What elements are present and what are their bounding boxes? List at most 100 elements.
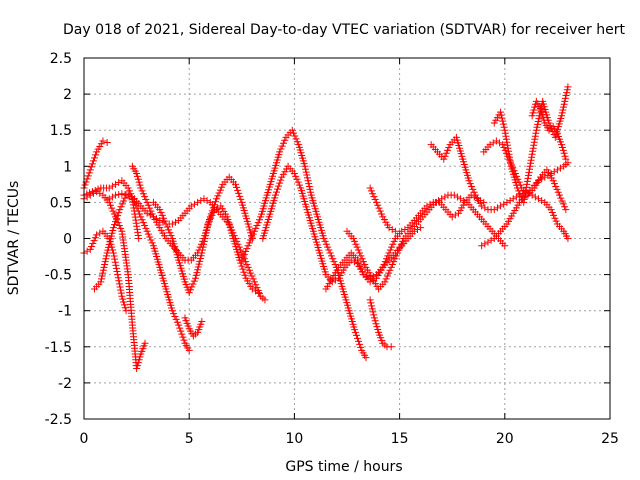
data-point (531, 193, 539, 201)
data-point (552, 217, 560, 225)
data-point (239, 253, 247, 261)
data-point (105, 195, 113, 203)
data-point (521, 189, 529, 197)
data-point (530, 141, 538, 149)
data-point (247, 236, 255, 244)
data-point (142, 224, 150, 232)
data-point (547, 206, 555, 214)
data-point (385, 224, 393, 232)
data-point (558, 197, 566, 205)
data-point (172, 218, 180, 226)
data-point (466, 180, 474, 188)
data-point (325, 246, 333, 254)
data-point (171, 312, 179, 320)
data-point (135, 178, 143, 186)
data-point (357, 265, 365, 273)
data-point (185, 346, 193, 354)
data-point (503, 141, 511, 149)
series-sat-track-05 (91, 191, 143, 293)
data-point (121, 304, 129, 312)
data-point (233, 183, 241, 191)
data-point (248, 233, 256, 241)
data-point (304, 177, 312, 185)
y-tick-label: 1.5 (50, 123, 72, 139)
data-point (172, 315, 180, 323)
data-point (501, 126, 509, 134)
data-point (352, 331, 360, 339)
data-point (562, 206, 570, 214)
data-point (235, 189, 243, 197)
data-point (136, 181, 144, 189)
data-point (250, 227, 258, 235)
data-point (532, 129, 540, 137)
data-point (549, 177, 557, 185)
data-point (295, 181, 303, 189)
data-point (101, 258, 109, 266)
data-point (331, 276, 339, 284)
data-point (505, 150, 513, 158)
data-point (231, 180, 239, 188)
data-point (513, 184, 521, 192)
data-point (218, 183, 226, 191)
data-point (134, 359, 142, 367)
y-tick-label: -1 (58, 304, 72, 320)
data-point (252, 281, 260, 289)
data-point (500, 200, 508, 208)
data-point (166, 229, 174, 237)
data-point (143, 227, 151, 235)
data-point (251, 287, 259, 295)
data-point (484, 238, 492, 246)
data-point (141, 193, 149, 201)
data-point (322, 240, 330, 248)
data-point (460, 197, 468, 205)
data-point (101, 260, 109, 268)
data-point (385, 249, 393, 257)
data-point (247, 269, 255, 277)
data-point (523, 180, 531, 188)
data-point (320, 235, 328, 242)
data-point (381, 258, 389, 266)
data-point (324, 243, 332, 251)
data-point (93, 231, 101, 239)
data-point (200, 240, 208, 248)
data-point (210, 206, 218, 214)
series-sat-track-08 (149, 198, 263, 297)
data-point (363, 272, 371, 280)
data-point (188, 283, 196, 291)
data-point (109, 249, 117, 257)
data-point (120, 298, 128, 306)
data-point (139, 219, 147, 227)
data-point (112, 180, 120, 188)
data-point (509, 195, 517, 203)
data-point (558, 141, 566, 149)
data-point (522, 186, 530, 194)
data-point (199, 243, 207, 251)
data-point (387, 263, 395, 271)
data-point (503, 138, 511, 146)
series-sat-track-10 (238, 126, 370, 362)
data-point (112, 261, 120, 269)
data-point (389, 240, 397, 248)
data-point (292, 135, 300, 143)
data-point (413, 225, 421, 233)
data-point (143, 198, 151, 206)
data-point (121, 190, 129, 198)
data-point (120, 301, 128, 309)
data-point (254, 219, 262, 227)
data-point (114, 271, 122, 279)
data-point (500, 123, 508, 131)
data-point (170, 310, 178, 318)
data-point (239, 265, 247, 273)
data-point (113, 268, 121, 276)
data-point (243, 245, 251, 253)
data-point (255, 289, 263, 297)
data-point (558, 109, 566, 117)
data-point (157, 209, 165, 217)
data-point (557, 164, 565, 172)
data-point (275, 182, 283, 190)
data-point (202, 232, 210, 240)
data-point (87, 163, 95, 171)
data-point (114, 212, 122, 220)
data-point (530, 138, 538, 146)
data-point (178, 330, 186, 338)
